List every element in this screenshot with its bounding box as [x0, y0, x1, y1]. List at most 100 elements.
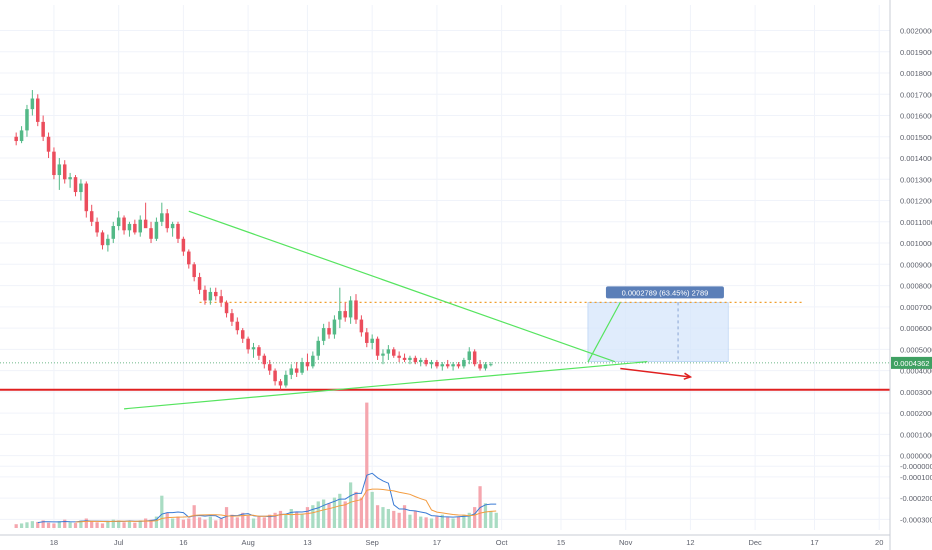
candle-body: [154, 221, 159, 239]
volume-bar: [413, 510, 417, 528]
volume-bar: [149, 519, 153, 528]
volume-bar: [289, 509, 293, 528]
volume-bar: [295, 512, 299, 528]
volume-bar: [381, 507, 385, 528]
x-tick-label: 15: [557, 538, 565, 547]
volume-bar: [160, 495, 164, 528]
target-projection[interactable]: 0.0002789 (63.45%) 2789: [587, 286, 729, 362]
candle-body: [462, 359, 466, 367]
x-tick-label: Oct: [496, 538, 509, 547]
volume-bar: [262, 517, 266, 528]
candle-body: [79, 183, 83, 193]
current-price-tag: [891, 356, 932, 369]
volume-bar: [359, 497, 364, 528]
x-tick-label: Dec: [748, 538, 762, 547]
y-tick-label: 0.0002000: [900, 409, 932, 418]
y-tick-label: 0.0009000: [900, 260, 932, 269]
candle-body: [359, 319, 364, 333]
projection-label-bg: [605, 286, 724, 299]
candle-body: [257, 347, 261, 356]
candle-body: [219, 296, 223, 303]
volume-bar: [208, 516, 212, 528]
target-box[interactable]: [587, 302, 729, 362]
candle-body: [46, 136, 51, 152]
y-tick-label: 0.0007000: [900, 303, 932, 312]
candle-body: [160, 213, 164, 222]
volume-bar: [192, 505, 196, 528]
y-tick-label: 0.0015000: [900, 133, 932, 142]
x-tick-label: Nov: [619, 538, 633, 547]
volume-bar: [36, 521, 40, 528]
y-tick-label: 0.0016000: [900, 112, 932, 121]
candle-body: [311, 355, 315, 367]
volume-ma-slow: [75, 488, 497, 523]
y-tick-label: 0.0003000: [900, 388, 932, 397]
volume-bar: [230, 514, 234, 528]
candle-body: [354, 300, 358, 320]
volume-bar: [30, 521, 34, 528]
trendline-projection_rise[interactable]: [587, 302, 621, 363]
candle-body: [240, 330, 245, 339]
candle-body: [251, 347, 256, 350]
candle-body: [413, 357, 418, 363]
volume-bar: [386, 509, 390, 528]
y-tick-label: -0.0002000: [900, 494, 932, 503]
candle-body: [381, 353, 385, 356]
volume-bar: [84, 518, 88, 528]
volume-bar: [219, 518, 223, 528]
volume-bar: [68, 522, 72, 528]
candle-body: [327, 328, 331, 335]
y-tick-label: 0.0013000: [900, 175, 932, 184]
volume-bar: [322, 499, 326, 528]
y-tick-label: 0.0005000: [900, 345, 932, 354]
volume-bar: [402, 505, 407, 528]
candle-body: [397, 355, 401, 358]
candlesticks: [14, 90, 493, 390]
y-tick-label: -0.0001000: [900, 473, 932, 482]
candle-body: [316, 340, 320, 356]
x-tick-label: 12: [686, 538, 694, 547]
trendline-descending[interactable]: [188, 210, 616, 363]
candle-body: [332, 319, 337, 335]
volume-bar: [456, 516, 461, 528]
volume-bar: [224, 507, 229, 528]
volume-bar: [111, 519, 115, 528]
volume-bar: [316, 501, 320, 528]
candle-body: [445, 364, 450, 367]
y-tick-label: 0.0019000: [900, 48, 932, 57]
volume-bar: [370, 491, 374, 528]
volume-bar: [305, 507, 310, 528]
candle-body: [116, 217, 121, 227]
arrow-line[interactable]: [620, 367, 691, 378]
volume-bar: [117, 520, 121, 528]
x-tick-label: Aug: [241, 538, 254, 547]
candle-body: [122, 217, 126, 231]
candle-body: [451, 364, 455, 367]
y-tick-label: 0.0006000: [900, 324, 932, 333]
candle-body: [41, 121, 45, 137]
candle-body: [472, 351, 477, 365]
volume-bar: [235, 517, 239, 528]
y-tick-label: 0.0012000: [900, 197, 932, 206]
candle-body: [25, 109, 29, 131]
candle-body: [402, 357, 407, 360]
candle-body: [246, 338, 250, 350]
x-tick-label: 17: [433, 538, 441, 547]
drawn-lines[interactable]: [0, 210, 890, 410]
candle-body: [267, 364, 272, 371]
volume-bar: [154, 516, 159, 528]
candle-body: [348, 300, 353, 318]
trendline-ascending[interactable]: [124, 361, 648, 410]
volume-bar: [494, 512, 498, 528]
candle-body: [338, 311, 342, 320]
volume-bar: [246, 515, 250, 528]
volume-bar: [251, 518, 256, 528]
volume-bar: [354, 491, 358, 528]
volume-bar: [176, 516, 180, 528]
projection-label: 0.0002789 (63.45%) 2789: [622, 288, 709, 297]
volume-bar: [429, 518, 434, 528]
volume-bar: [138, 520, 142, 528]
current-price-label: 0.0004362: [894, 359, 929, 368]
candle-body: [62, 164, 67, 180]
